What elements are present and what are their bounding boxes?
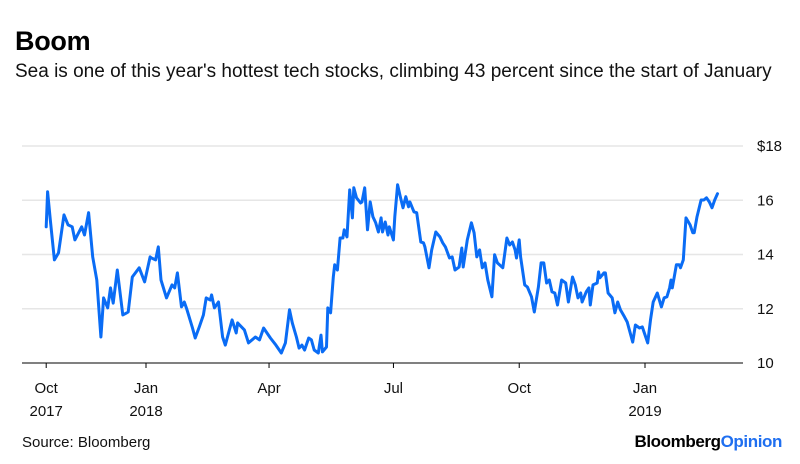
chart-subtitle: Sea is one of this year's hottest tech s… [15,61,772,82]
y-tick-label: 12 [757,301,774,318]
gridlines [22,145,743,310]
y-axis-ticks: $18 16 14 12 10 [757,138,782,372]
x-tick-label: Oct [508,380,532,397]
y-tick-label: 10 [757,355,774,372]
x-tick-label: Jul [384,380,403,397]
x-tick-year-label: 2017 [30,403,63,420]
x-tick-year-label: 2019 [628,403,661,420]
bloomberg-opinion-logo: BloombergOpinion [634,432,782,452]
x-tick-label: Oct [35,380,59,397]
x-tick-label: Jan [633,380,657,397]
x-tick-year-label: 2018 [129,403,162,420]
x-tick-label: Jan [134,380,158,397]
x-axis-ticks: Oct 2017 Jan 2018 Apr Jul Oct Jan 2019 [30,363,662,420]
logo-opinion: Opinion [720,432,783,451]
x-tick-label: Apr [257,380,280,397]
series-line-sea-share-price [44,183,719,355]
y-tick-label: $18 [757,138,782,155]
chart-title: Boom [15,26,91,56]
y-tick-label: 14 [757,247,774,264]
logo-bloomberg: Bloomberg [634,432,721,451]
y-tick-label: 16 [757,192,774,209]
source-note: Source: Bloomberg [22,434,151,451]
